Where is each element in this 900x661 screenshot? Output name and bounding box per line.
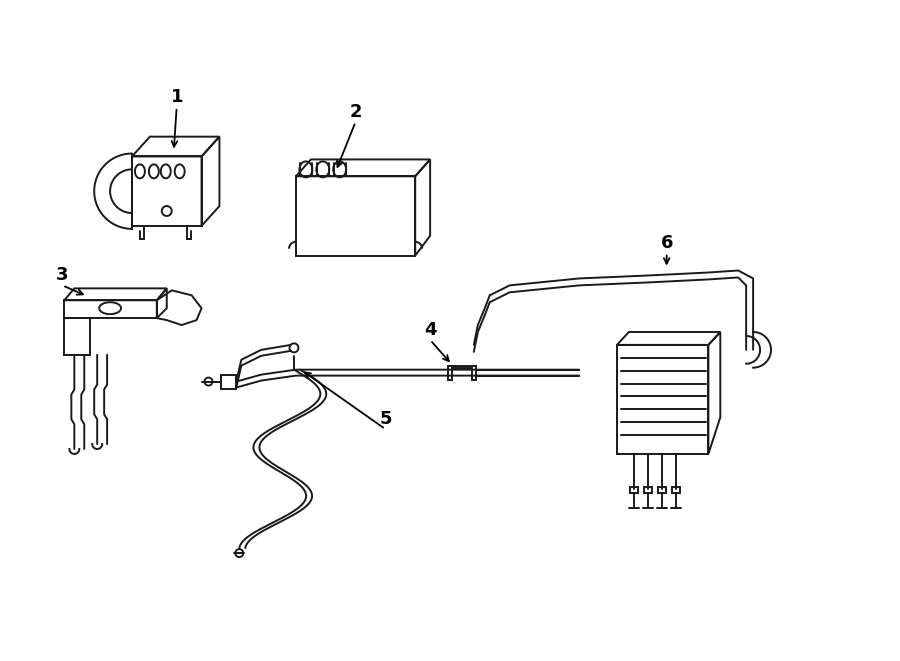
Text: 2: 2 [349, 103, 362, 121]
Text: 1: 1 [170, 88, 183, 106]
Text: 4: 4 [424, 321, 436, 339]
Text: 6: 6 [661, 234, 673, 252]
Text: 3: 3 [56, 266, 68, 284]
Text: 5: 5 [379, 410, 392, 428]
